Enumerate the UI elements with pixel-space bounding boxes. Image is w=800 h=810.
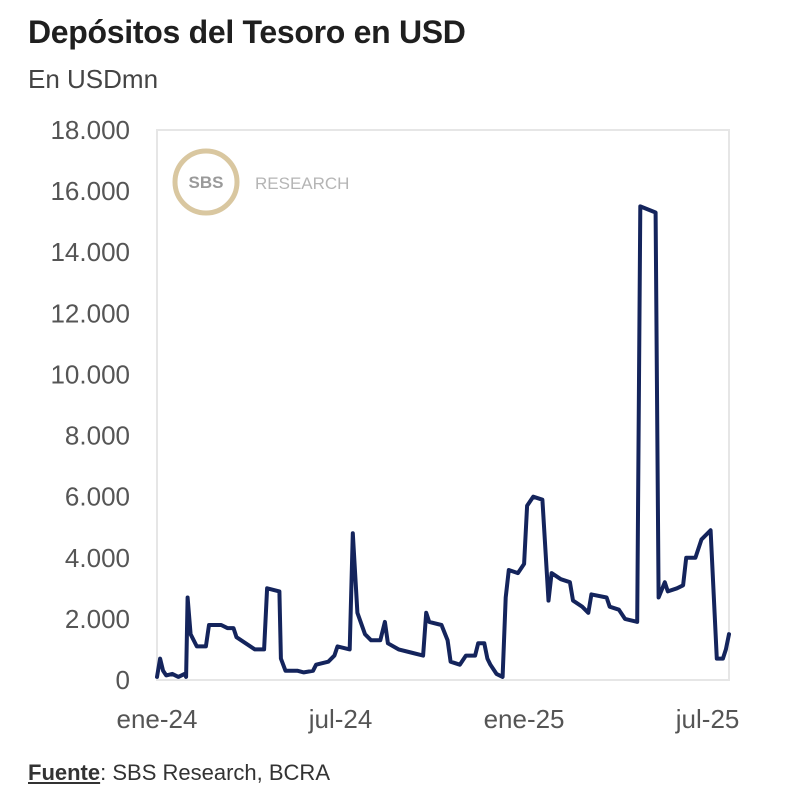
line-chart: SBS RESEARCH 0 2.000 4.000 6.000 8.000 10.000… xyxy=(50,115,740,734)
chart-title: Depósitos del Tesoro en USD xyxy=(28,14,466,50)
y-tick-label: 2.000 xyxy=(65,604,130,634)
chart-subtitle: En USDmn xyxy=(28,64,159,94)
plot-area xyxy=(156,129,730,681)
series-line xyxy=(155,204,731,679)
series-group xyxy=(155,204,731,679)
y-tick-label: 8.000 xyxy=(65,421,130,451)
y-tick-label: 14.000 xyxy=(50,237,130,267)
y-axis: 0 2.000 4.000 6.000 8.000 10.000 12.000 14.000 1… xyxy=(50,115,130,695)
x-tick-label: jul-25 xyxy=(675,704,740,734)
x-tick-label: jul-24 xyxy=(308,704,373,734)
y-tick-label: 12.000 xyxy=(50,298,130,328)
source-label: Fuente xyxy=(28,760,101,785)
y-tick-label: 0 xyxy=(116,665,130,695)
x-tick-label: ene-25 xyxy=(484,704,565,734)
sbs-logo-icon xyxy=(172,148,240,216)
source-text: : SBS Research, BCRA xyxy=(100,760,330,785)
y-tick-label: 10.000 xyxy=(50,359,130,389)
y-tick-label: 6.000 xyxy=(65,482,130,512)
source-note: Fuente: SBS Research, BCRA xyxy=(28,760,330,786)
watermark-text: RESEARCH xyxy=(255,174,349,193)
watermark-logo-text: SBS xyxy=(189,173,224,192)
y-tick-label: 4.000 xyxy=(65,543,130,573)
x-axis: ene-24 jul-24 ene-25 jul-25 xyxy=(117,704,740,734)
x-tick-label: ene-24 xyxy=(117,704,198,734)
watermark: SBS RESEARCH xyxy=(172,148,349,216)
y-tick-label: 18.000 xyxy=(50,115,130,145)
y-tick-label: 16.000 xyxy=(50,176,130,206)
